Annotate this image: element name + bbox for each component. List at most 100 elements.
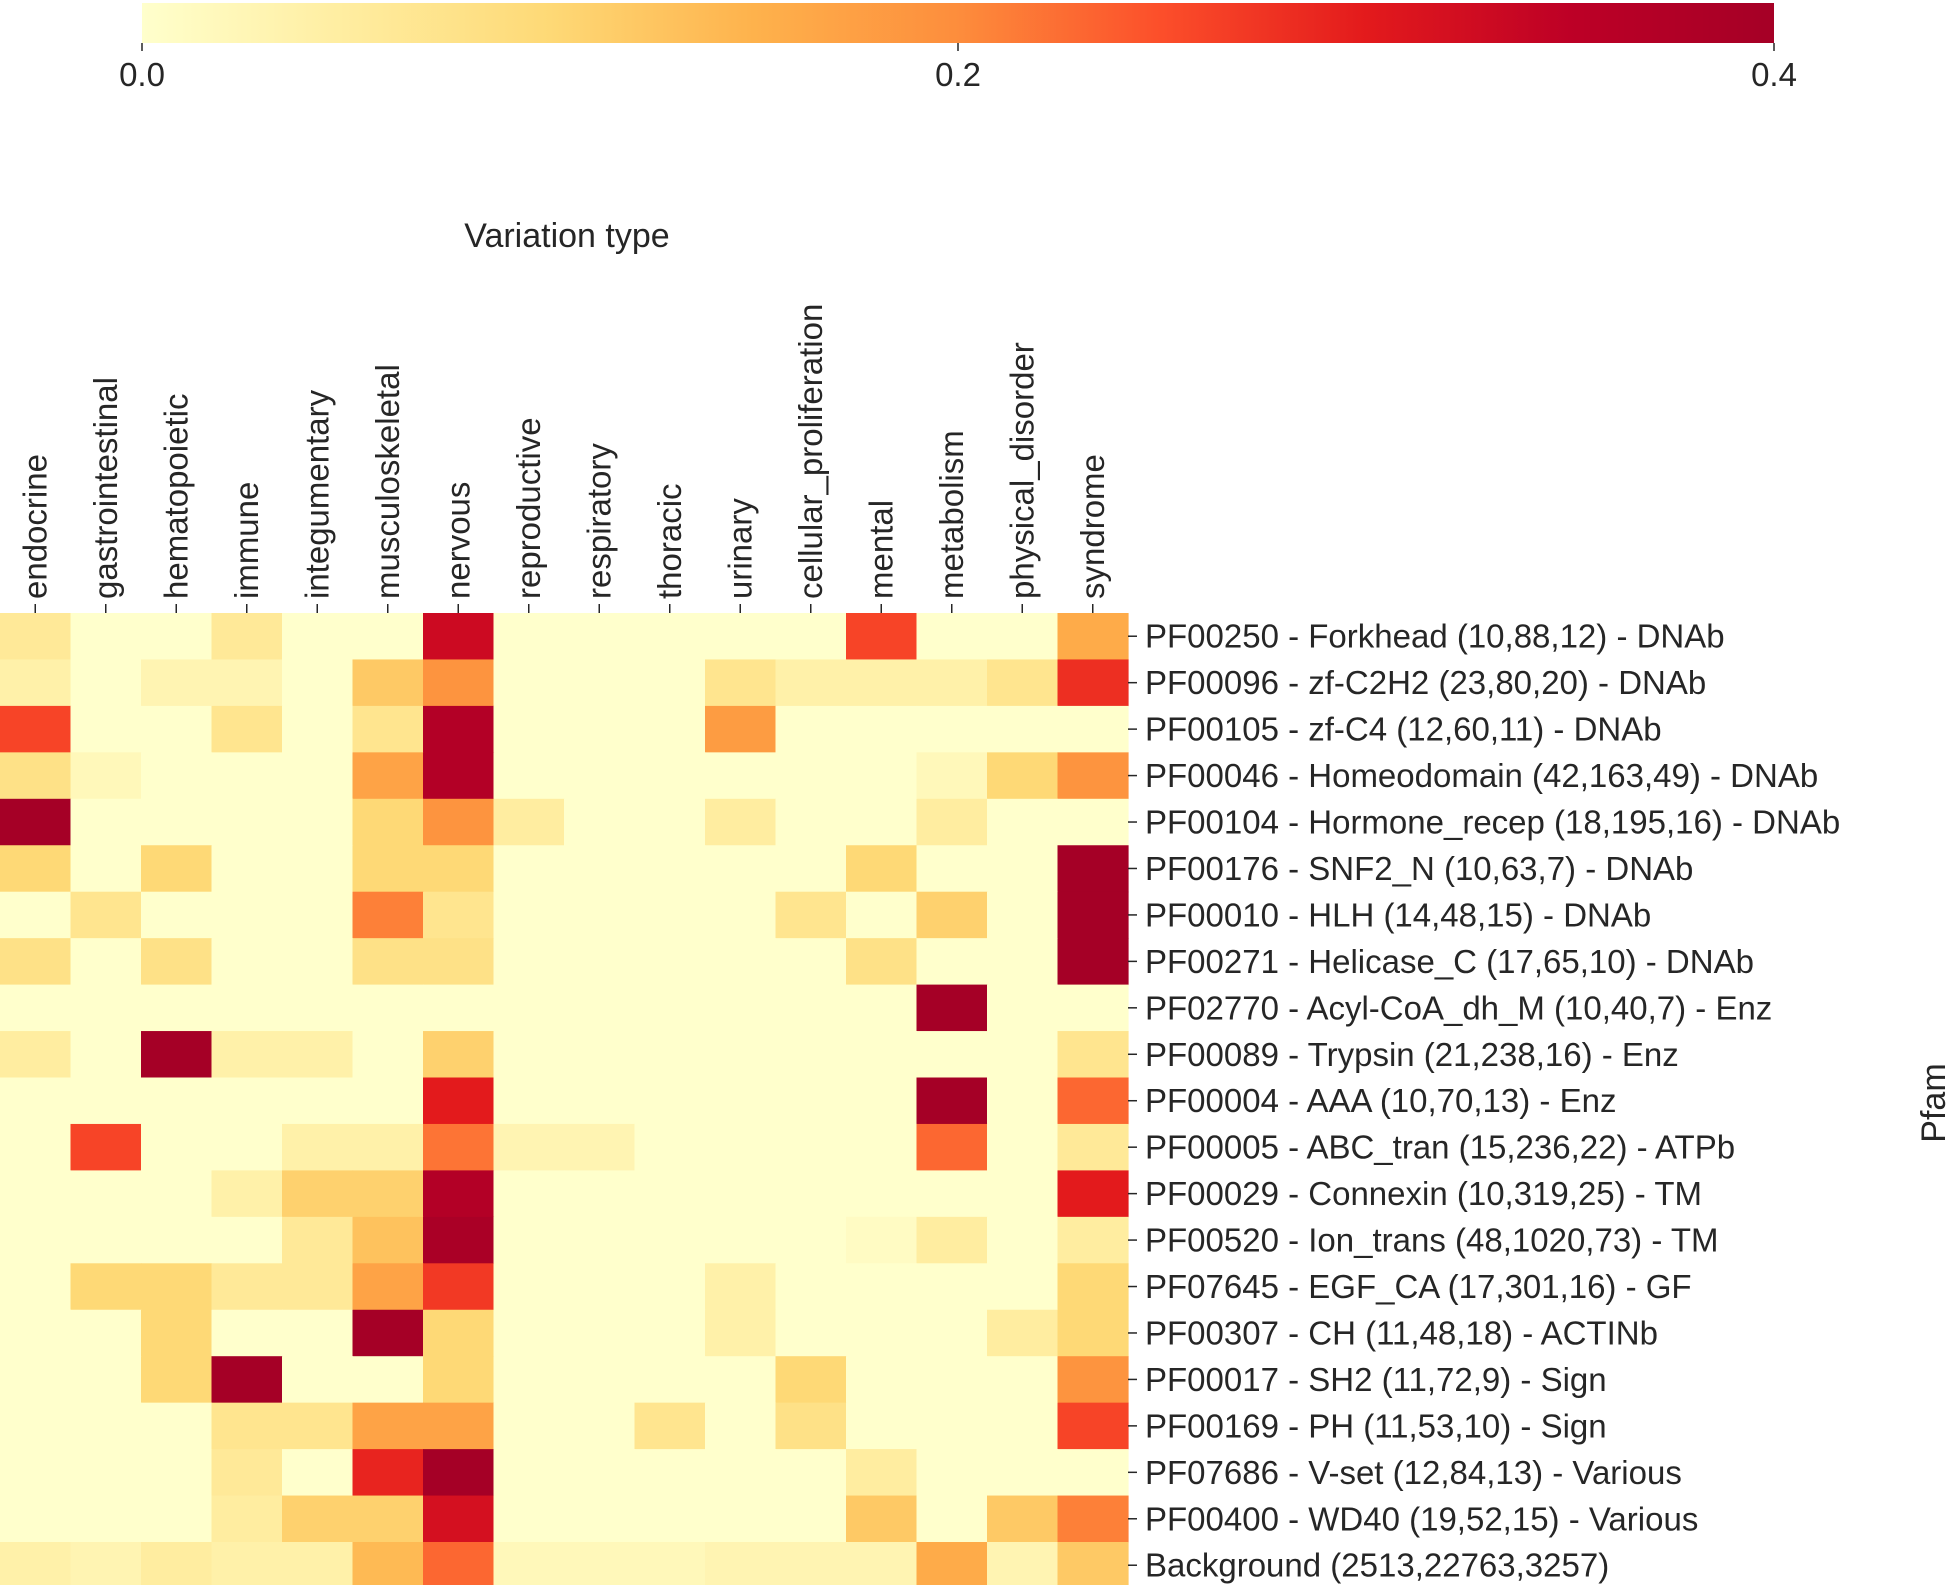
heatmap-cell	[423, 1309, 495, 1357]
heatmap-cell	[423, 1402, 495, 1450]
heatmap-cell	[211, 659, 283, 707]
heatmap-cell	[282, 1495, 354, 1543]
heatmap-cell	[211, 1216, 283, 1264]
heatmap-cell	[1057, 984, 1129, 1032]
heatmap-cell	[634, 845, 706, 893]
row-label: PF00105 - zf-C4 (12,60,11) - DNAb	[1145, 711, 1662, 748]
heatmap-cell	[564, 845, 636, 893]
heatmap-cell	[846, 1123, 918, 1171]
heatmap-cell	[141, 1031, 213, 1079]
heatmap-cell	[352, 891, 424, 939]
heatmap-cell	[564, 1542, 636, 1585]
column-label: cellular_proliferation	[792, 304, 829, 599]
heatmap-cell	[493, 613, 565, 661]
heatmap-cell	[705, 659, 777, 707]
heatmap-cell	[846, 613, 918, 661]
heatmap-cell	[70, 613, 142, 661]
heatmap-cell	[1057, 1077, 1129, 1125]
heatmap-cell	[846, 1216, 918, 1264]
heatmap-cell	[211, 891, 283, 939]
heatmap-cell	[775, 1495, 847, 1543]
heatmap-cell	[141, 659, 213, 707]
heatmap-cell	[423, 1263, 495, 1311]
heatmap-cell	[846, 659, 918, 707]
heatmap-cell	[846, 1495, 918, 1543]
heatmap-cell	[634, 752, 706, 800]
heatmap-cell	[493, 705, 565, 753]
heatmap-cell	[423, 1356, 495, 1404]
heatmap-cell	[987, 705, 1059, 753]
heatmap-cell	[846, 1077, 918, 1125]
heatmap-cell	[493, 1077, 565, 1125]
heatmap-cell	[282, 938, 354, 986]
heatmap-cell	[564, 1402, 636, 1450]
heatmap-cell	[916, 752, 988, 800]
heatmap-cell	[634, 1309, 706, 1357]
heatmap-cell	[423, 705, 495, 753]
heatmap-cell	[1057, 1449, 1129, 1497]
heatmap-cell	[141, 1263, 213, 1311]
heatmap-cell	[211, 1495, 283, 1543]
column-label: hematopoietic	[157, 394, 194, 599]
heatmap-cell	[987, 1216, 1059, 1264]
heatmap-cell	[775, 1356, 847, 1404]
heatmap-cell	[634, 891, 706, 939]
heatmap-cell	[70, 1263, 142, 1311]
heatmap-cell	[987, 1542, 1059, 1585]
heatmap-cell	[211, 984, 283, 1032]
heatmap-cell	[282, 1031, 354, 1079]
heatmap-cell	[211, 705, 283, 753]
heatmap-cell	[1057, 752, 1129, 800]
heatmap-cell	[211, 752, 283, 800]
heatmap-cell	[1057, 891, 1129, 939]
heatmap-cell	[775, 1123, 847, 1171]
heatmap-cell	[141, 984, 213, 1032]
heatmap-cell	[775, 1542, 847, 1585]
heatmap-cell	[775, 659, 847, 707]
heatmap-cell	[352, 1031, 424, 1079]
heatmap-cell	[564, 705, 636, 753]
heatmap-cell	[846, 1356, 918, 1404]
heatmap-cell	[705, 613, 777, 661]
heatmap-cell	[916, 1356, 988, 1404]
heatmap-cell	[705, 1077, 777, 1125]
heatmap-cell	[705, 1356, 777, 1404]
heatmap-cell	[70, 798, 142, 846]
column-label: urinary	[721, 498, 758, 599]
heatmap-cell	[987, 1077, 1059, 1125]
heatmap-cell	[564, 798, 636, 846]
row-label: PF07645 - EGF_CA (17,301,16) - GF	[1145, 1268, 1692, 1305]
heatmap-cell	[846, 705, 918, 753]
heatmap-cell	[987, 938, 1059, 986]
colorbar-bar	[142, 3, 1774, 43]
heatmap-cell	[775, 938, 847, 986]
heatmap-cell	[705, 1216, 777, 1264]
heatmap-cell	[0, 613, 72, 661]
heatmap-cell	[1057, 1542, 1129, 1585]
heatmap-cell	[141, 1495, 213, 1543]
row-label: Background (2513,22763,3257)	[1145, 1547, 1609, 1584]
heatmap-cell	[705, 1542, 777, 1585]
heatmap-cell	[634, 705, 706, 753]
column-label: reproductive	[510, 417, 547, 599]
heatmap-cell	[70, 1216, 142, 1264]
row-label: PF00271 - Helicase_C (17,65,10) - DNAb	[1145, 943, 1754, 980]
heatmap-cell	[564, 1216, 636, 1264]
heatmap-cell	[987, 1449, 1059, 1497]
column-label: physical_disorder	[1003, 342, 1040, 599]
heatmap-cell	[705, 1495, 777, 1543]
row-label: PF07686 - V-set (12,84,13) - Various	[1145, 1454, 1682, 1491]
heatmap-cell	[564, 1309, 636, 1357]
heatmap-cell	[282, 1123, 354, 1171]
heatmap-cell	[705, 1449, 777, 1497]
heatmap-cell	[282, 705, 354, 753]
heatmap-cell	[1057, 798, 1129, 846]
heatmap-cell	[282, 891, 354, 939]
heatmap-cell	[352, 798, 424, 846]
heatmap-cell	[211, 845, 283, 893]
row-label: PF02770 - Acyl-CoA_dh_M (10,40,7) - Enz	[1145, 989, 1772, 1026]
heatmap-cell	[705, 845, 777, 893]
heatmap-cell	[141, 1449, 213, 1497]
colorbar-ticks: 0.0 0.2 0.4	[119, 43, 1797, 93]
